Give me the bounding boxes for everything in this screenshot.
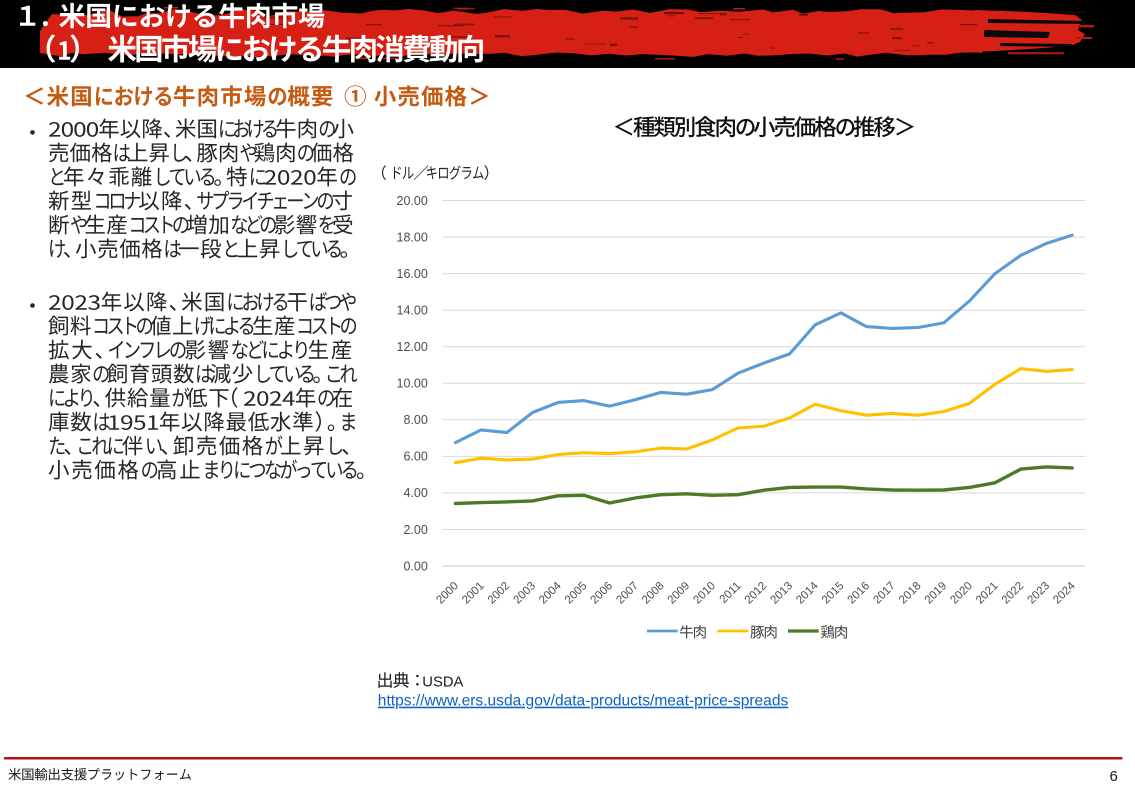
svg-text:2.00: 2.00	[403, 523, 427, 537]
svg-text:18.00: 18.00	[397, 230, 428, 244]
svg-text:6: 6	[1110, 768, 1118, 782]
svg-text:20.00: 20.00	[397, 194, 428, 208]
svg-text:12.00: 12.00	[397, 340, 428, 354]
svg-text:10.00: 10.00	[397, 377, 428, 391]
svg-text:0.00: 0.00	[403, 559, 427, 573]
svg-text:6.00: 6.00	[403, 450, 427, 464]
svg-text:16.00: 16.00	[397, 267, 428, 281]
svg-text:4.00: 4.00	[403, 486, 427, 500]
svg-text:14.00: 14.00	[397, 304, 428, 318]
svg-text:https://www.ers.usda.gov/data-: https://www.ers.usda.gov/data-products/m…	[378, 693, 789, 710]
svg-text:USDA: USDA	[422, 675, 463, 691]
svg-text:8.00: 8.00	[403, 413, 427, 427]
